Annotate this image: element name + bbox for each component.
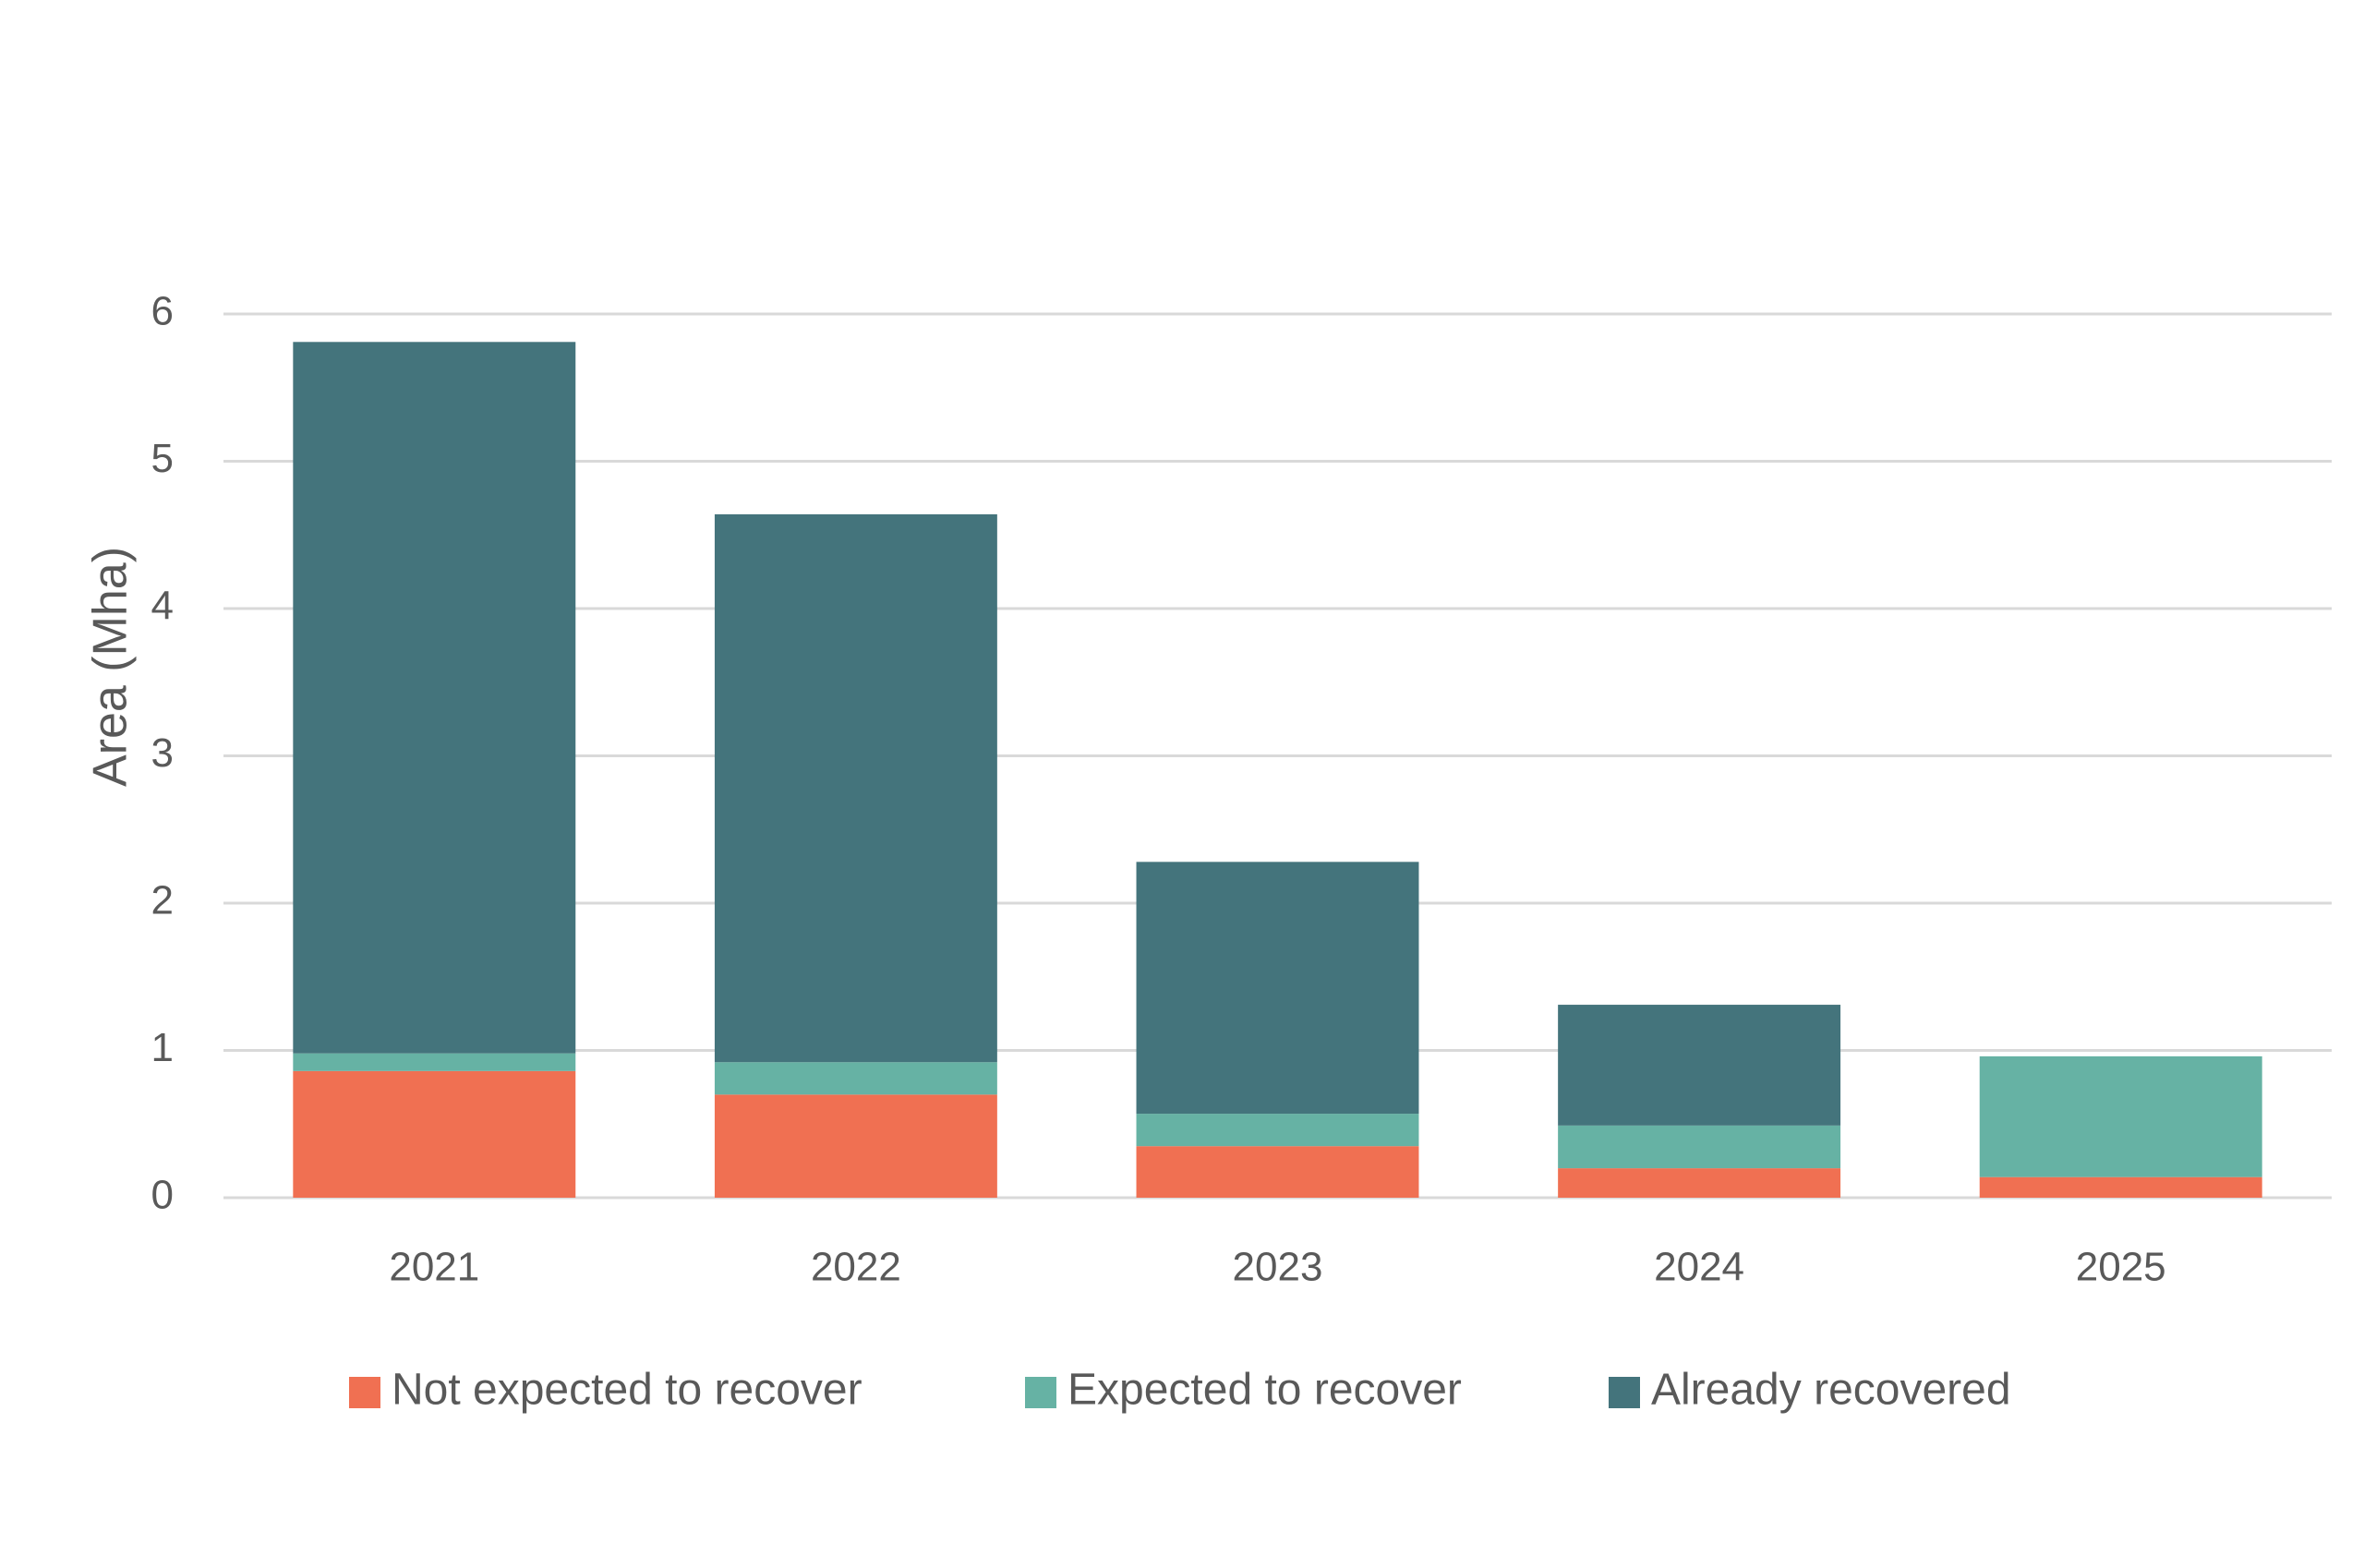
bar-segment-2024-series-1 (1558, 1168, 1841, 1198)
bar-segment-2025-series-2 (1979, 1055, 2262, 1177)
legend-swatch (1609, 1377, 1640, 1408)
x-tick-label: 2021 (389, 1245, 479, 1290)
y-tick-label: 5 (151, 436, 174, 481)
x-axis-tick-labels: 2021 2022 2023 2024 2025 (389, 1245, 2165, 1290)
y-tick-label: 4 (151, 584, 174, 629)
x-tick-label: 2023 (1233, 1245, 1323, 1290)
legend: Not expected to recover Expected to recov… (349, 1366, 2011, 1415)
y-axis-tick-labels: 0 1 2 3 4 5 6 (151, 289, 174, 1218)
x-tick-label: 2025 (2076, 1245, 2166, 1290)
bar-segment-2024-series-3 (1558, 1005, 1841, 1126)
bar-segment-2022-series-3 (714, 513, 997, 1063)
bars (293, 342, 2262, 1198)
x-tick-label: 2024 (1654, 1245, 1744, 1290)
y-axis-title: Area (Mha) (84, 547, 138, 787)
bar-segment-2021-series-3 (293, 342, 576, 1054)
legend-swatch (1025, 1377, 1056, 1408)
legend-swatch (349, 1377, 380, 1408)
bar-segment-2022-series-2 (714, 1062, 997, 1095)
legend-label: Not expected to recover (392, 1366, 862, 1415)
y-tick-label: 6 (151, 289, 174, 334)
bar-segment-2025-series-1 (1979, 1176, 2262, 1198)
y-tick-label: 2 (151, 878, 174, 923)
bar-segment-2021-series-2 (293, 1053, 576, 1071)
bar-segment-2023-series-2 (1136, 1114, 1419, 1147)
bar-segment-2022-series-1 (714, 1094, 997, 1198)
x-tick-label: 2022 (811, 1245, 901, 1290)
legend-label: Already recovered (1651, 1366, 2011, 1415)
y-tick-label: 0 (151, 1173, 174, 1218)
bar-segment-2023-series-3 (1136, 862, 1419, 1115)
y-tick-label: 1 (151, 1025, 174, 1070)
legend-label: Expected to recover (1067, 1366, 1462, 1415)
bar-segment-2023-series-1 (1136, 1146, 1419, 1198)
bar-segment-2024-series-2 (1558, 1125, 1841, 1169)
bar-segment-2021-series-1 (293, 1070, 576, 1198)
y-tick-label: 3 (151, 730, 174, 776)
